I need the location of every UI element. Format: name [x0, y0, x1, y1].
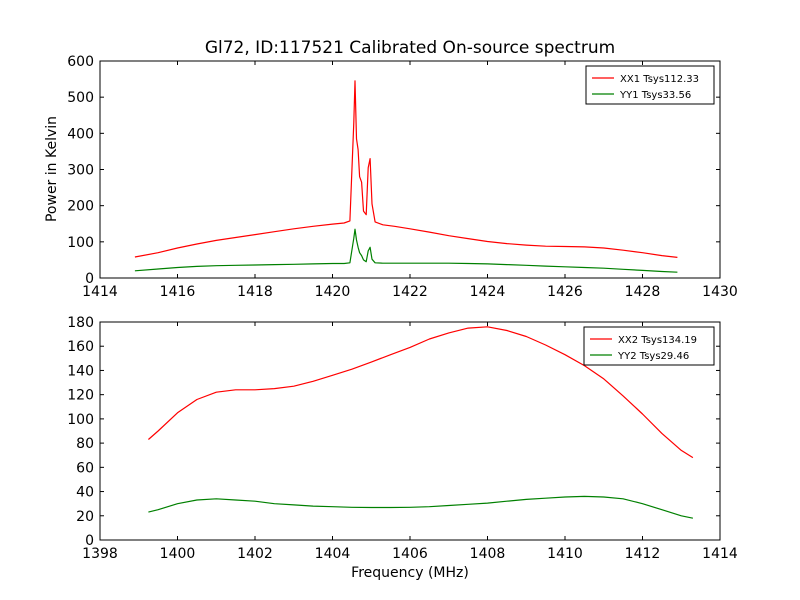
y-tick-label: 100	[67, 235, 94, 251]
series-line-xx2-tsys134-19	[148, 326, 694, 459]
legend-box	[583, 326, 715, 366]
x-tick-label: 1398	[82, 546, 118, 562]
x-tick-label: 1424	[470, 284, 506, 300]
top-plot: 1414 1416 1418 1420 1422 1424 1426 1428 1430 0 100…	[67, 54, 738, 300]
x-tick-label: 1410	[547, 546, 583, 562]
x-tick-label: 1404	[315, 546, 351, 562]
legend-label-xx2-tsys134-19: XX2 Tsys134.19	[618, 335, 697, 346]
x-tick-label: 1430	[702, 284, 738, 300]
legend: XX1 Tsys112.33 YY1 Tsys33.56	[585, 65, 715, 105]
y-tick-label: 200	[67, 199, 94, 215]
y-tick-label: 140	[67, 363, 94, 379]
y-tick-label: 120	[67, 388, 94, 404]
x-tick-label: 1414	[82, 284, 118, 300]
x-tick-label: 1402	[237, 546, 273, 562]
y-tick-label: 0	[85, 271, 94, 287]
y-tick-label: 100	[67, 412, 94, 428]
legend-label-xx1-tsys112-33: XX1 Tsys112.33	[620, 74, 699, 85]
legend-label-yy2-tsys29-46: YY2 Tsys29.46	[617, 351, 689, 362]
x-tick-label: 1408	[470, 546, 506, 562]
y-tick-label: 500	[67, 90, 94, 106]
legend: XX2 Tsys134.19 YY2 Tsys29.46	[583, 326, 715, 366]
x-tick-label: 1426	[547, 284, 583, 300]
y-tick-label: 180	[67, 315, 94, 331]
bottom-plot: 1398 1400 1402 1404 1406 1408 1410 1412 1414 0 20 4…	[67, 315, 738, 562]
x-tick-label: 1414	[702, 546, 738, 562]
x-tick-label: 1416	[160, 284, 196, 300]
x-tick-label: 1412	[625, 546, 661, 562]
x-axis-label: Frequency (MHz)	[351, 565, 469, 581]
series-line-yy2-tsys29-46	[148, 495, 694, 519]
y-tick-label: 300	[67, 163, 94, 179]
x-tick-label: 1420	[315, 284, 351, 300]
y-tick-label: 80	[76, 436, 94, 452]
x-tick-label: 1422	[392, 284, 428, 300]
series-line-xx1-tsys112-33	[134, 80, 678, 258]
y-tick-label: 20	[76, 509, 94, 525]
legend-label-yy1-tsys33-56: YY1 Tsys33.56	[619, 90, 691, 101]
series-line-yy1-tsys33-56	[134, 228, 678, 273]
chart-title: Gl72, ID:117521 Calibrated On-source spe…	[205, 38, 615, 58]
y-tick-label: 600	[67, 54, 94, 70]
y-tick-label: 40	[76, 485, 94, 501]
x-tick-label: 1418	[237, 284, 273, 300]
x-tick-label: 1428	[625, 284, 661, 300]
x-tick-label: 1400	[160, 546, 196, 562]
y-tick-label: 0	[85, 533, 94, 549]
y-axis-label: Power in Kelvin	[44, 116, 60, 222]
legend-box	[585, 65, 715, 105]
y-tick-label: 400	[67, 126, 94, 142]
y-tick-label: 160	[67, 339, 94, 355]
y-tick-label: 60	[76, 460, 94, 476]
x-tick-label: 1406	[392, 546, 428, 562]
